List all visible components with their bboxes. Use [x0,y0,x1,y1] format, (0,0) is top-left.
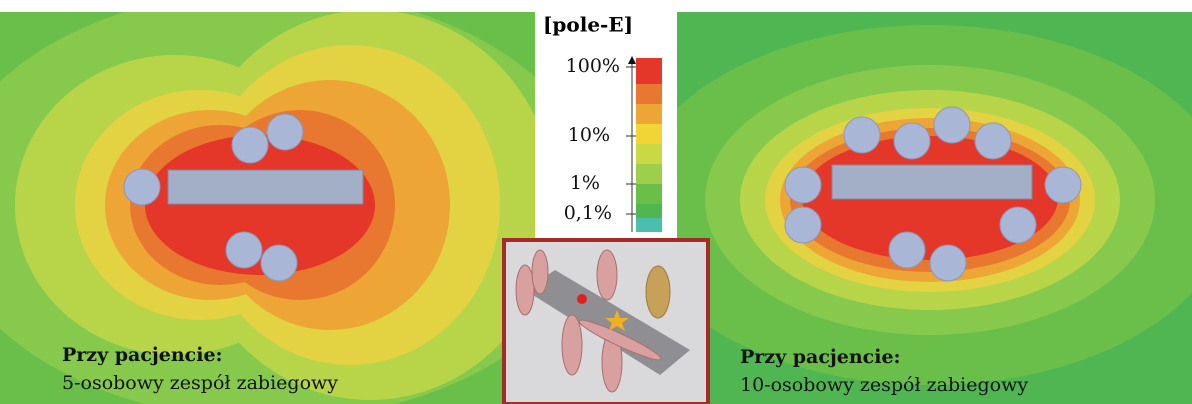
field-map-right [677,12,1192,404]
scale-label: 0,1% [564,202,612,224]
inset-scene [502,238,710,404]
panel-subtitle: 10-osobowy zespół zabiegowy [740,374,1028,396]
field-map-left [0,12,535,404]
scale-title: [pole-E] [543,13,633,37]
panel-title: Przy pacjencie: [62,344,223,366]
panel-title: Przy pacjencie: [740,346,901,368]
people-left [123,113,304,282]
scale-label: 10% [568,124,610,146]
color-scale: [pole-E] 100% 10% 1% 0,1% [543,13,662,232]
panel-subtitle: 5-osobowy zespół zabiegowy [62,372,338,394]
scale-label: 1% [570,172,600,194]
people-right [784,106,1082,282]
scale-label: 100% [566,55,620,77]
